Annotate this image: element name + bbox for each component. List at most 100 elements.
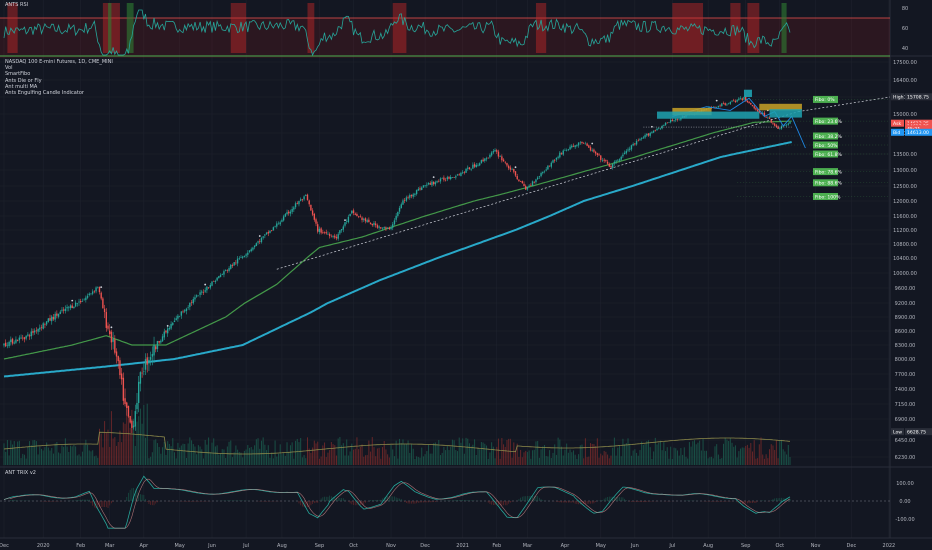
candle-body: [627, 149, 629, 151]
candle-body: [83, 299, 85, 301]
candle: [623, 150, 626, 155]
price-tag-value-box: [905, 125, 932, 133]
time-axis[interactable]: Dec 2020 Feb Mar Apr May Jun Jul Aug Sep Oct Nov Dec…: [0, 543, 895, 549]
candle: [294, 201, 297, 210]
trix-histogram-bar: [762, 500, 764, 501]
candle: [166, 324, 169, 337]
candle: [105, 308, 107, 332]
candle: [601, 157, 604, 163]
volume-bar: [424, 454, 426, 465]
candle-body: [243, 256, 246, 258]
volume-bar: [745, 445, 747, 465]
candle: [248, 250, 251, 254]
trix-histogram-bar: [460, 499, 462, 501]
trix-histogram-bar: [736, 501, 738, 503]
candles-layer[interactable]: [3, 95, 791, 434]
price-tag-value-box: [905, 428, 932, 436]
volume-bar: [39, 446, 41, 465]
candle: [259, 238, 261, 245]
candle: [236, 256, 239, 267]
legend-die-or-fly[interactable]: Ants Die or Fly: [5, 77, 42, 84]
candle: [461, 170, 464, 175]
volume-bar: [707, 458, 709, 465]
candle: [434, 180, 437, 187]
volume-bar: [390, 445, 392, 465]
volume-bar: [191, 440, 193, 465]
candle-body: [262, 236, 264, 238]
volume-bar: [291, 442, 293, 465]
legend-multi-ma[interactable]: Ant multi MA: [5, 83, 38, 90]
volume-bar: [579, 445, 581, 465]
trix-pane[interactable]: 100.000.00-100.00: [0, 475, 915, 529]
candle: [516, 173, 518, 181]
candle-body: [277, 223, 280, 225]
candle: [313, 212, 316, 222]
volume-bar: [107, 429, 109, 465]
trix-histogram-bar: [240, 500, 242, 501]
candle-body: [132, 425, 135, 428]
volume-bar: [117, 441, 119, 465]
volume-bar: [646, 441, 648, 465]
volume-bar: [480, 442, 482, 465]
candle: [30, 328, 32, 340]
legend-vol[interactable]: Vol: [5, 65, 13, 72]
volume-bar: [18, 440, 20, 465]
candle: [211, 281, 213, 287]
volume-bar: [515, 451, 516, 465]
volume-bar: [335, 455, 337, 465]
volume-bar: [211, 442, 213, 465]
candle: [61, 306, 63, 313]
trix-histogram-bar: [385, 496, 387, 501]
candle-body: [69, 305, 72, 309]
candle: [465, 167, 467, 173]
candle: [177, 313, 179, 322]
candle-body: [279, 222, 281, 225]
candle-body: [630, 145, 633, 150]
volume-bar: [702, 439, 704, 465]
candle-body: [456, 174, 459, 176]
volume-bar: [613, 437, 615, 465]
candle: [567, 148, 570, 152]
trix-histogram-bar: [104, 501, 105, 508]
volume-bar: [532, 450, 534, 465]
candle: [33, 328, 36, 335]
candle-body: [438, 181, 440, 183]
volume-bar: [334, 445, 336, 465]
candle: [187, 304, 189, 310]
legend-smartfibo[interactable]: SmartFibo: [5, 71, 31, 78]
volume-bar: [419, 457, 421, 465]
trix-histogram-bar: [375, 499, 377, 501]
volume-bar: [64, 438, 66, 465]
candle-body: [419, 188, 421, 190]
candle: [472, 162, 474, 169]
candle: [361, 216, 363, 223]
candle: [23, 336, 26, 343]
candle-body: [76, 303, 79, 304]
time-tick-label: 2021: [456, 543, 469, 549]
candle: [584, 141, 587, 145]
trix-histogram-bar: [228, 500, 230, 501]
trix-legend: ANT TRIX v2: [5, 470, 36, 476]
candle-body: [223, 271, 225, 275]
drawings-layer[interactable]: Fibo: 0%Fibo: 23.6%Fibo: 38.2%Fibo: 50%F…: [276, 89, 891, 270]
candle-body: [37, 328, 39, 332]
legend-engulfing[interactable]: Ants Engulfing Candle Indicator: [5, 90, 84, 97]
candle-body: [66, 307, 68, 309]
candle: [11, 337, 14, 346]
volume-bar: [192, 444, 194, 465]
volume-bar: [293, 458, 295, 465]
volume-bar: [298, 442, 300, 465]
trix-histogram-bar: [13, 500, 15, 501]
trix-histogram-bar: [308, 501, 310, 508]
candle: [656, 127, 658, 131]
trix-histogram-bar: [632, 501, 634, 502]
volume-bar: [237, 449, 239, 465]
candle-body: [274, 226, 276, 228]
trix-histogram-bar: [80, 499, 82, 501]
legend-symbol[interactable]: NASDAQ 100 E-mini Futures, 1D, CME_MINI: [5, 59, 113, 65]
trix-histogram-bar: [714, 501, 716, 502]
price-axis[interactable]: 17500.0016400.0015700.0015000.0014200.00…: [891, 60, 932, 461]
price-tag-name: Ask: [893, 121, 902, 127]
